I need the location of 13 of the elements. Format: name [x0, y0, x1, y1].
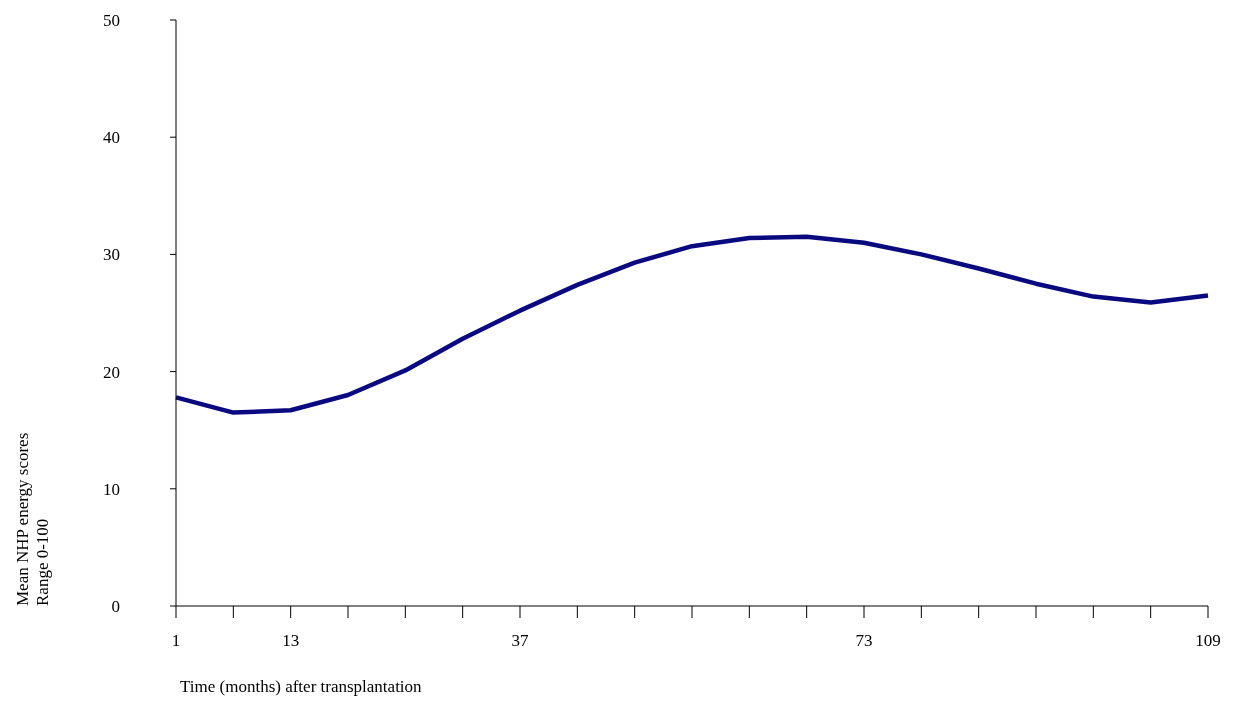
- y-tick-label: 50: [103, 11, 120, 31]
- x-axis-title: Time (months) after transplantation: [180, 677, 423, 696]
- y-tick-label: 10: [103, 479, 120, 499]
- x-tick-label: 109: [1195, 631, 1221, 651]
- y-tick-label: 30: [103, 245, 120, 265]
- y-tick-label: 20: [103, 362, 120, 382]
- x-tick-label: 13: [282, 631, 300, 651]
- x-tick-label: 37: [511, 631, 529, 651]
- y-axis-title: Mean NHP energy scores Range 0-100: [13, 432, 52, 606]
- y-tick-label: 0: [111, 597, 120, 617]
- x-tick-label: 1: [171, 631, 181, 651]
- x-tick-label: 73: [855, 631, 873, 651]
- y-tick-label: 40: [103, 128, 120, 148]
